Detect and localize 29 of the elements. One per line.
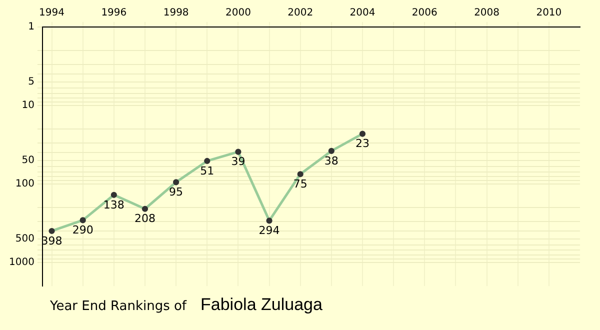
x-tick-label: 2004 — [350, 8, 376, 19]
y-tick-label: 10 — [22, 100, 34, 112]
data-label: 38 — [324, 154, 338, 168]
x-tick-label: 2002 — [288, 8, 314, 19]
x-tick-label: 2006 — [412, 8, 438, 19]
x-tick-label: 1998 — [163, 8, 189, 19]
data-label: 51 — [200, 164, 214, 178]
text: Fabiola Zuluaga — [200, 295, 322, 315]
x-tick-label: 2008 — [474, 8, 500, 19]
data-label: 39 — [231, 155, 246, 168]
data-label: 75 — [293, 177, 308, 190]
y-tick-label: 500 — [15, 233, 34, 244]
y-tick-label: 100 — [15, 178, 34, 190]
x-tick-label: 2000 — [225, 8, 251, 19]
data-label: 290 — [72, 224, 94, 237]
x-tick-label: 1996 — [101, 8, 127, 19]
data-label: 294 — [258, 224, 280, 238]
data-label: 23 — [355, 137, 370, 150]
y-tick-label: 50 — [22, 154, 34, 166]
data-label: 208 — [134, 212, 156, 226]
text: Year End Rankings of — [50, 299, 187, 314]
x-tick-label: 2010 — [536, 8, 562, 19]
data-label: 138 — [103, 198, 124, 212]
y-tick-label: 1 — [28, 22, 34, 33]
data-label: 398 — [41, 234, 62, 248]
x-tick-label: 1994 — [39, 8, 64, 19]
data-label: 95 — [169, 186, 184, 199]
y-tick-label: 5 — [28, 76, 34, 88]
y-tick-label: 1000 — [8, 256, 34, 268]
